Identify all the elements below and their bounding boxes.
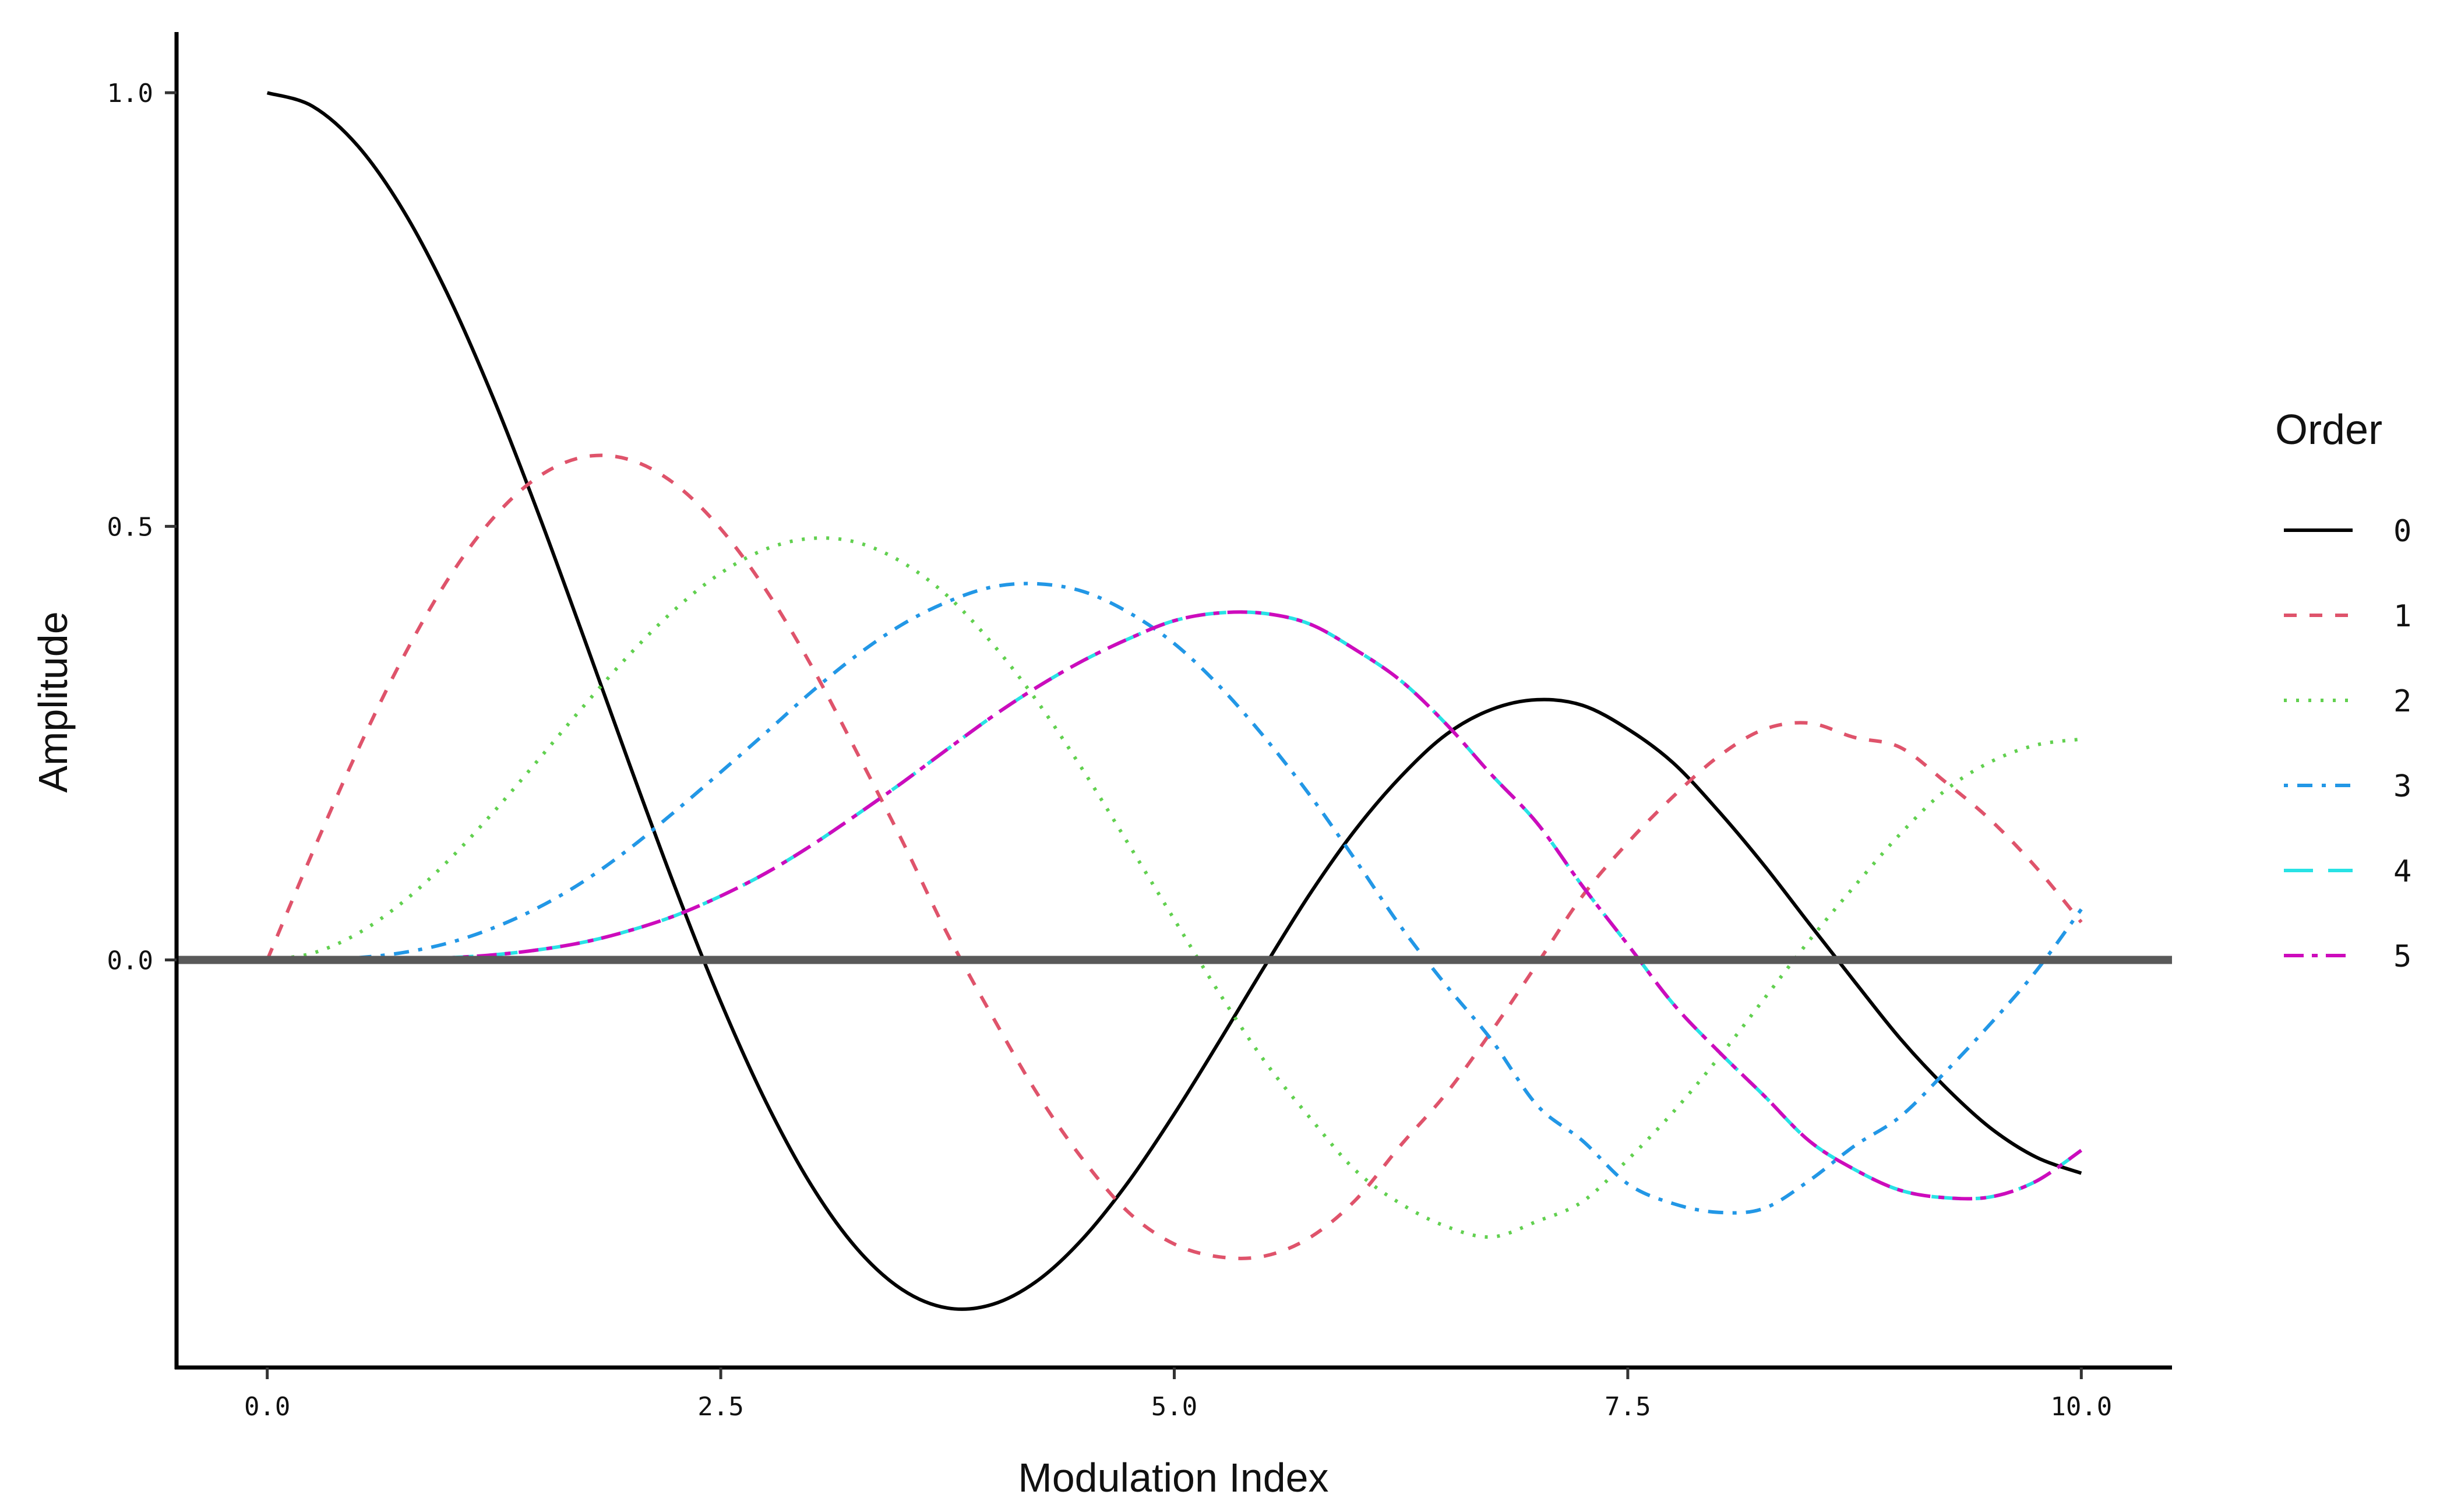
legend-label-0: 0: [2393, 514, 2411, 549]
x-tick-label: 7.5: [1605, 1392, 1651, 1422]
legend-items: 0 1 2 3 4 5: [2284, 514, 2411, 974]
x-tick-label: 10.0: [2050, 1392, 2112, 1422]
y-tick-label: 0.5: [107, 512, 153, 542]
x-tick-label: 5.0: [1151, 1392, 1197, 1422]
y-tick-label: 1.0: [107, 79, 153, 108]
series-line-4: [267, 610, 2082, 1201]
x-tick-label: 0.0: [244, 1392, 290, 1422]
legend-label-1: 1: [2393, 599, 2411, 634]
series-line-2: [267, 536, 2082, 1239]
legend: Order 0 1 2 3 4 5: [2275, 407, 2411, 974]
series-line-0: [266, 91, 2082, 1311]
series-line-1: [265, 453, 2083, 1260]
legend-label-5: 5: [2393, 939, 2411, 974]
legend-title: Order: [2275, 407, 2382, 453]
legend-label-4: 4: [2393, 854, 2411, 889]
legend-label-2: 2: [2393, 684, 2411, 719]
y-axis-title: Amplitude: [30, 611, 76, 792]
y-tick-label: 0.0: [107, 946, 153, 975]
x-tick-label: 2.5: [697, 1392, 743, 1422]
series-lines: [265, 91, 2083, 1311]
legend-label-3: 3: [2393, 769, 2411, 804]
x-axis-title: Modulation Index: [1018, 1455, 1328, 1500]
series-line-5: [267, 610, 2082, 1201]
y-ticks: 0.0 0.5 1.0: [107, 79, 177, 975]
series-line-3: [267, 581, 2083, 1215]
x-ticks: 0.0 2.5 5.0 7.5 10.0: [244, 1368, 2112, 1422]
